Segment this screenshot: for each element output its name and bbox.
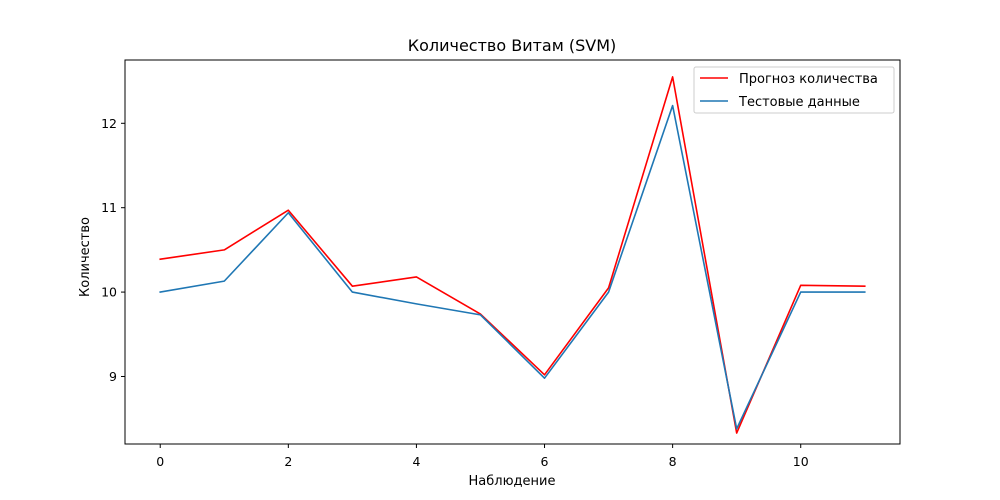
series-line-test-data [159,104,866,430]
y-tick-label: 12 [101,116,117,131]
legend-label-forecast: Прогноз количества [739,72,878,87]
series-group [159,76,866,434]
x-axis-label: Наблюдение [469,474,556,489]
y-axis: 9 10 11 12 [101,116,125,384]
series-line-forecast [159,76,866,434]
x-tick-label: 0 [156,454,164,469]
x-tick-label: 10 [793,454,809,469]
y-tick-label: 11 [101,200,117,215]
y-tick-label: 9 [109,369,117,384]
x-tick-label: 2 [284,454,292,469]
x-tick-label: 6 [541,454,549,469]
x-axis: 0 2 4 6 8 10 [156,444,809,469]
x-tick-label: 8 [669,454,677,469]
legend-box [693,66,895,114]
y-axis-label: Количество [78,217,93,297]
plot-area-frame [124,59,901,445]
x-tick-label: 4 [412,454,420,469]
legend: Прогноз количества Тестовые данные [693,66,895,114]
legend-label-test-data: Тестовые данные [738,95,860,110]
y-tick-label: 10 [101,285,117,300]
chart-title: Количество Витам (SVM) [408,36,617,55]
